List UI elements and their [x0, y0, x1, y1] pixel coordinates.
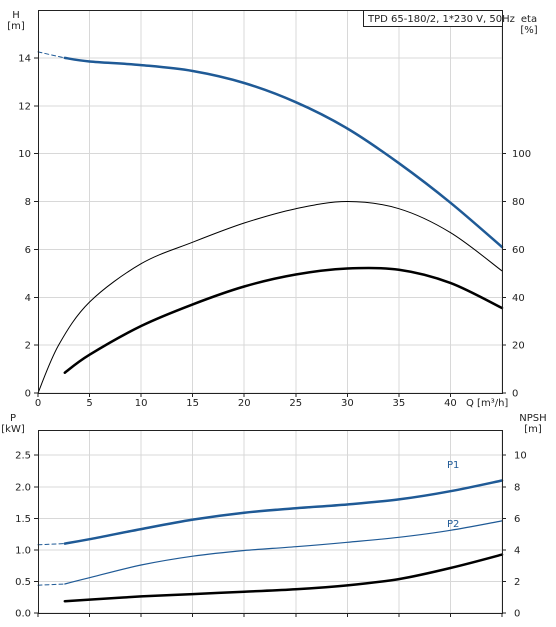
- npsh-tick-label: 10: [514, 451, 527, 462]
- series-label-p2: P2: [447, 519, 459, 530]
- eta-tick-label: 40: [512, 293, 525, 304]
- series-p2: [64, 520, 503, 585]
- x-tick-label: 0: [35, 398, 41, 409]
- power-tick-label: 2.5: [15, 451, 31, 462]
- head-tick-label: 12: [18, 101, 31, 112]
- chart-title: TPD 65-180/2, 1*230 V, 50Hz: [367, 14, 515, 25]
- x-tick-label: 30: [341, 398, 354, 409]
- series-p1: [63, 479, 504, 545]
- x-tick-label: 25: [289, 398, 302, 409]
- series-eta_thick: [63, 266, 504, 374]
- npsh-axis-label-line: NPSH: [519, 413, 546, 424]
- head-tick-label: 10: [18, 149, 31, 160]
- power-axis-label: P[kW]: [1, 413, 25, 435]
- npsh-tick-label: 8: [514, 482, 520, 493]
- power-tick-label: 1.0: [15, 545, 31, 556]
- head-axis-label: H[m]: [7, 10, 25, 32]
- flow-axis-label: Q [m³/h]: [466, 398, 508, 409]
- npsh-tick-label: 6: [514, 514, 520, 525]
- head-efficiency-chart: 0 5 10 15 20 25 30 35 4002468101214020406080100 …: [7, 10, 538, 409]
- x-tick-label: 35: [393, 398, 406, 409]
- head-axis-label-line: [m]: [7, 21, 25, 32]
- head-tick-label: 2: [25, 341, 31, 352]
- npsh-tick-label: 0: [514, 609, 520, 620]
- x-tick-label: 10: [135, 398, 148, 409]
- series-p2_dashed: [37, 583, 66, 586]
- series-eta_thin: [37, 201, 503, 394]
- power-axis-label-line: [kW]: [1, 424, 25, 435]
- efficiency-axis-label: eta[%]: [520, 14, 537, 36]
- bottom-plot-frame: [38, 430, 503, 614]
- series-label-p1: P1: [447, 460, 459, 471]
- series-p1_dashed: [37, 543, 66, 546]
- top-ticks: 0 5 10 15 20 25 30 35 40 0 2 4 6 8 10 12 14 0 20 40 60 80 100: [18, 53, 531, 409]
- npsh-tick-label: 2: [514, 577, 520, 588]
- power-tick-label: 1.5: [15, 514, 31, 525]
- bottom-ticks: 0.0 0.5 1.0 1.5 2.0 2.5 0 2 4 6 8 10: [15, 451, 527, 620]
- head-tick-label: 4: [25, 293, 31, 304]
- npsh-axis-label-line: [m]: [524, 424, 542, 435]
- power-tick-label: 0.0: [15, 609, 31, 620]
- eta-tick-label: 60: [512, 245, 525, 256]
- power-axis-label-line: P: [10, 413, 16, 424]
- eta-axis-label-line: eta: [521, 14, 537, 25]
- x-tick-label: 5: [86, 398, 92, 409]
- power-tick-label: 0.5: [15, 577, 31, 588]
- eta-tick-label: 20: [512, 341, 525, 352]
- head-tick-label: 14: [18, 53, 31, 64]
- eta-tick-label: 0: [512, 389, 518, 400]
- x-tick-label: 20: [238, 398, 251, 409]
- npsh-axis-label: NPSH[m]: [519, 413, 546, 435]
- series-npsh: [63, 553, 504, 603]
- head-axis-label-line: H: [12, 10, 20, 21]
- x-tick-label: 40: [444, 398, 457, 409]
- head-tick-label: 8: [25, 197, 31, 208]
- eta-tick-label: 100: [512, 149, 531, 160]
- top-grid: [38, 10, 503, 394]
- eta-tick-label: 80: [512, 197, 525, 208]
- top-series: [37, 51, 504, 394]
- title-box: [363, 10, 503, 27]
- bottom-series: [37, 479, 504, 603]
- head-tick-label: 0: [25, 389, 31, 400]
- series-h_dashed: [37, 51, 66, 59]
- power-tick-label: 2.0: [15, 482, 31, 493]
- npsh-tick-label: 4: [514, 545, 520, 556]
- series-h: [63, 56, 504, 249]
- head-tick-label: 6: [25, 245, 31, 256]
- bottom-grid: [38, 430, 503, 614]
- eta-axis-label-line: [%]: [520, 25, 537, 36]
- x-tick-label: 15: [186, 398, 199, 409]
